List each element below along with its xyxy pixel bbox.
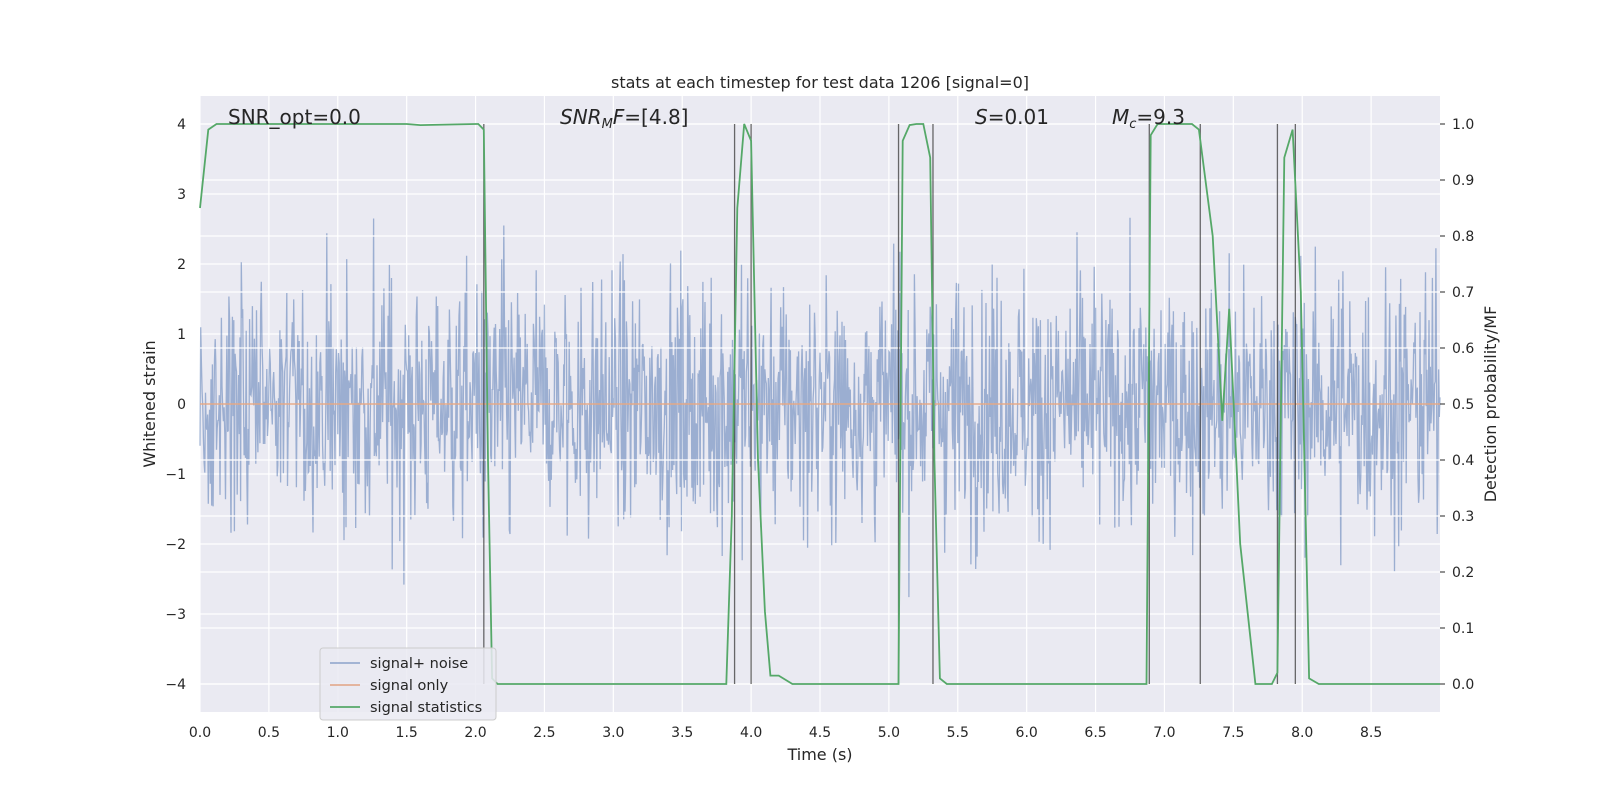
y-tick-label-right: 0.0	[1452, 677, 1474, 693]
y-tick-label-right: 0.2	[1452, 565, 1474, 581]
annotation-snr-mf: SNRMF=[4.8]	[560, 105, 688, 132]
x-tick-label: 6.5	[1084, 725, 1106, 741]
y-axis-label-left: Whitened strain	[140, 340, 159, 467]
legend: signal+ noise signal only signal statist…	[319, 647, 497, 721]
y-tick-label-right: 0.1	[1452, 621, 1474, 637]
y-tick-label-right: 0.9	[1452, 173, 1474, 189]
y-axis-label-right: Detection probability/MF	[1481, 306, 1500, 503]
x-tick-label: 0.5	[258, 725, 280, 741]
x-tick-label: 8.5	[1360, 725, 1382, 741]
legend-label-signal-statistics: signal statistics	[370, 700, 482, 716]
x-tick-label: 4.0	[740, 725, 762, 741]
y-tick-label-right: 0.4	[1452, 453, 1474, 469]
annotation-mc: Mc=9.3	[1112, 105, 1185, 132]
x-tick-label: 7.5	[1222, 725, 1244, 741]
x-tick-label: 2.5	[533, 725, 555, 741]
x-tick-label: 1.0	[327, 725, 349, 741]
y-tick-label-left: −1	[165, 467, 186, 483]
x-tick-label: 3.5	[671, 725, 693, 741]
x-tick-label: 6.0	[1016, 725, 1038, 741]
x-tick-label: 4.5	[809, 725, 831, 741]
annotation-snr-opt: SNR_opt=0.0	[228, 105, 361, 129]
x-tick-label: 0.0	[189, 725, 211, 741]
y-tick-label-left: 2	[177, 257, 186, 273]
annotation-s: S=0.01	[975, 105, 1049, 129]
x-tick-label: 5.0	[878, 725, 900, 741]
y-tick-label-left: −4	[165, 677, 186, 693]
legend-label-signal-noise: signal+ noise	[370, 656, 468, 672]
y-tick-label-right: 0.7	[1452, 285, 1474, 301]
chart-title: stats at each timestep for test data 120…	[611, 73, 1029, 92]
y-tick-label-left: −3	[165, 607, 186, 623]
x-tick-label: 1.5	[396, 725, 418, 741]
x-tick-label: 8.0	[1291, 725, 1313, 741]
y-tick-label-right: 0.5	[1452, 397, 1474, 413]
y-tick-label-right: 0.8	[1452, 229, 1474, 245]
y-tick-label-right: 1.0	[1452, 117, 1474, 133]
x-tick-label: 5.5	[947, 725, 969, 741]
y-tick-label-right: 0.3	[1452, 509, 1474, 525]
y-tick-label-left: −2	[165, 537, 186, 553]
legend-box	[319, 647, 497, 721]
signal-statistics-series	[199, 123, 1440, 685]
y-tick-label-left: 3	[177, 187, 186, 203]
legend-label-signal-only: signal only	[370, 678, 449, 694]
y-tick-label-left: 0	[177, 397, 186, 413]
tick-labels: 0.0 0.5 1.0 1.5 2.0 2.5 3.0 3.5 4.0 4.5 5.0 5.5 6.0 6…	[165, 117, 1474, 741]
x-tick-label: 7.0	[1153, 725, 1175, 741]
y-tick-label-left: 4	[177, 117, 186, 133]
y-tick-label-left: 1	[177, 327, 186, 343]
signal-statistics-line	[199, 123, 1440, 685]
x-tick-label: 3.0	[602, 725, 624, 741]
y-tick-label-right: 0.6	[1452, 341, 1474, 357]
x-axis-label: Time (s)	[786, 745, 852, 764]
x-tick-label: 2.0	[464, 725, 486, 741]
